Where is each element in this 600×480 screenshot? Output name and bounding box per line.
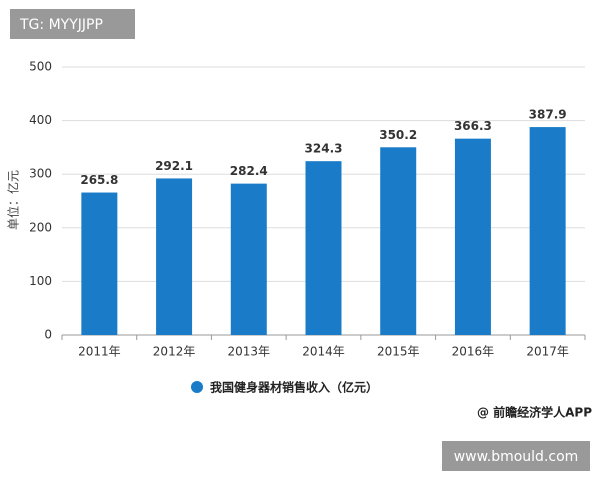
x-tick-label: 2017年 [526, 345, 569, 359]
x-tick-label: 2012年 [153, 345, 196, 359]
data-label: 366.3 [454, 119, 492, 133]
data-label: 292.1 [155, 159, 193, 173]
y-tick-label: 0 [44, 328, 52, 342]
y-tick-label: 400 [29, 113, 52, 127]
data-label: 282.4 [230, 164, 268, 178]
source-text: @ 前瞻经济学人APP [477, 405, 592, 420]
x-tick-label: 2011年 [78, 345, 121, 359]
y-axis-label: 单位：亿元 [6, 170, 21, 230]
x-tick-label: 2014年 [302, 345, 345, 359]
data-label: 324.3 [305, 142, 343, 156]
legend-swatch [191, 381, 203, 393]
data-label: 387.9 [529, 108, 567, 122]
y-tick-label: 500 [29, 60, 52, 74]
url-box [442, 441, 590, 471]
url-text: www.bmould.com [454, 449, 579, 465]
x-tick-label: 2015年 [377, 345, 420, 359]
bar [81, 192, 118, 335]
tag-text: TG: MYYJJPP [19, 17, 103, 33]
bar [230, 183, 267, 335]
legend-label: 我国健身器材销售收入（亿元） [210, 380, 378, 395]
x-tick-label: 2016年 [452, 345, 495, 359]
bar [380, 147, 417, 335]
data-label: 265.8 [80, 173, 118, 187]
data-label: 350.2 [379, 128, 417, 142]
bar [529, 127, 566, 335]
x-tick-label: 2013年 [228, 345, 271, 359]
bar [156, 178, 193, 335]
tag-box [10, 9, 135, 39]
y-tick-label: 200 [29, 220, 52, 234]
y-tick-label: 100 [29, 274, 52, 288]
bar [454, 138, 491, 335]
bar [305, 161, 342, 335]
y-tick-label: 300 [29, 167, 52, 181]
